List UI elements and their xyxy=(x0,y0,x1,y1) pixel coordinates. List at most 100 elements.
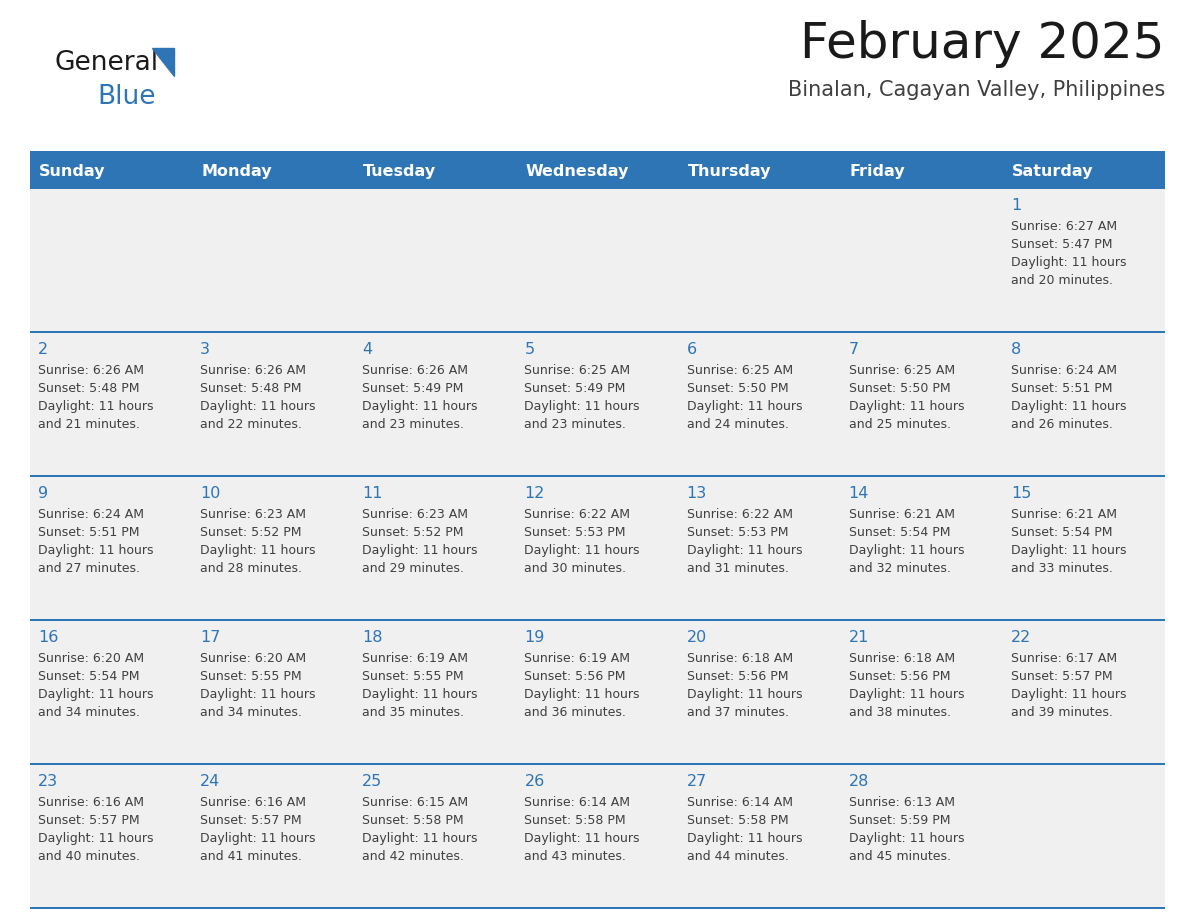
Text: Sunset: 5:53 PM: Sunset: 5:53 PM xyxy=(687,526,788,539)
Text: Daylight: 11 hours: Daylight: 11 hours xyxy=(362,400,478,413)
Bar xyxy=(678,620,841,764)
Text: General: General xyxy=(55,50,159,76)
Text: Sunset: 5:56 PM: Sunset: 5:56 PM xyxy=(687,670,788,683)
Text: and 41 minutes.: and 41 minutes. xyxy=(200,850,302,863)
Text: Sunset: 5:56 PM: Sunset: 5:56 PM xyxy=(524,670,626,683)
Text: 7: 7 xyxy=(848,342,859,357)
Text: Daylight: 11 hours: Daylight: 11 hours xyxy=(687,400,802,413)
Text: 1: 1 xyxy=(1011,198,1022,213)
Text: Daylight: 11 hours: Daylight: 11 hours xyxy=(1011,400,1126,413)
Text: 2: 2 xyxy=(38,342,49,357)
Text: Sunset: 5:57 PM: Sunset: 5:57 PM xyxy=(200,814,302,827)
Text: Daylight: 11 hours: Daylight: 11 hours xyxy=(200,832,316,845)
Bar xyxy=(1003,764,1165,908)
Text: Sunrise: 6:20 AM: Sunrise: 6:20 AM xyxy=(200,652,307,665)
Text: February 2025: February 2025 xyxy=(801,20,1165,68)
Text: 5: 5 xyxy=(524,342,535,357)
Text: Sunrise: 6:18 AM: Sunrise: 6:18 AM xyxy=(848,652,955,665)
Text: Sunrise: 6:14 AM: Sunrise: 6:14 AM xyxy=(524,796,631,809)
Bar xyxy=(841,155,1003,188)
Bar xyxy=(30,151,1165,155)
Text: and 32 minutes.: and 32 minutes. xyxy=(848,562,950,575)
Text: Sunset: 5:50 PM: Sunset: 5:50 PM xyxy=(848,382,950,395)
Text: Sunset: 5:48 PM: Sunset: 5:48 PM xyxy=(200,382,302,395)
Text: Sunset: 5:57 PM: Sunset: 5:57 PM xyxy=(1011,670,1112,683)
Text: Daylight: 11 hours: Daylight: 11 hours xyxy=(362,544,478,557)
Text: and 44 minutes.: and 44 minutes. xyxy=(687,850,789,863)
Text: Friday: Friday xyxy=(849,164,905,179)
Text: 22: 22 xyxy=(1011,630,1031,645)
Bar xyxy=(1003,332,1165,476)
Text: Daylight: 11 hours: Daylight: 11 hours xyxy=(848,832,965,845)
Text: and 27 minutes.: and 27 minutes. xyxy=(38,562,140,575)
Text: Sunset: 5:52 PM: Sunset: 5:52 PM xyxy=(200,526,302,539)
Text: Sunrise: 6:24 AM: Sunrise: 6:24 AM xyxy=(1011,364,1117,377)
Bar xyxy=(192,764,354,908)
Text: and 42 minutes.: and 42 minutes. xyxy=(362,850,465,863)
Bar xyxy=(1003,620,1165,764)
Text: Wednesday: Wednesday xyxy=(525,164,628,179)
Text: Sunset: 5:56 PM: Sunset: 5:56 PM xyxy=(848,670,950,683)
Text: Sunset: 5:48 PM: Sunset: 5:48 PM xyxy=(38,382,139,395)
Text: and 23 minutes.: and 23 minutes. xyxy=(362,418,465,431)
Text: Daylight: 11 hours: Daylight: 11 hours xyxy=(524,400,640,413)
Text: Daylight: 11 hours: Daylight: 11 hours xyxy=(687,832,802,845)
Text: 12: 12 xyxy=(524,486,545,501)
Text: Sunrise: 6:21 AM: Sunrise: 6:21 AM xyxy=(1011,508,1117,521)
Text: Sunrise: 6:25 AM: Sunrise: 6:25 AM xyxy=(524,364,631,377)
Text: Daylight: 11 hours: Daylight: 11 hours xyxy=(848,544,965,557)
Bar xyxy=(517,764,678,908)
Text: Daylight: 11 hours: Daylight: 11 hours xyxy=(848,688,965,701)
Text: 15: 15 xyxy=(1011,486,1031,501)
Bar xyxy=(517,155,678,188)
Text: and 35 minutes.: and 35 minutes. xyxy=(362,706,465,719)
Text: 18: 18 xyxy=(362,630,383,645)
Text: Sunset: 5:57 PM: Sunset: 5:57 PM xyxy=(38,814,140,827)
Text: and 34 minutes.: and 34 minutes. xyxy=(200,706,302,719)
Text: Sunset: 5:59 PM: Sunset: 5:59 PM xyxy=(848,814,950,827)
Bar xyxy=(841,476,1003,620)
Text: Blue: Blue xyxy=(97,84,156,110)
Bar xyxy=(192,476,354,620)
Text: Sunrise: 6:15 AM: Sunrise: 6:15 AM xyxy=(362,796,468,809)
Bar xyxy=(517,332,678,476)
Bar xyxy=(30,620,192,764)
Bar xyxy=(30,475,1165,477)
Text: and 24 minutes.: and 24 minutes. xyxy=(687,418,789,431)
Text: 19: 19 xyxy=(524,630,545,645)
Text: Daylight: 11 hours: Daylight: 11 hours xyxy=(524,544,640,557)
Text: Daylight: 11 hours: Daylight: 11 hours xyxy=(524,688,640,701)
Text: and 34 minutes.: and 34 minutes. xyxy=(38,706,140,719)
Bar xyxy=(192,155,354,188)
Text: Sunrise: 6:23 AM: Sunrise: 6:23 AM xyxy=(200,508,307,521)
Bar xyxy=(1003,188,1165,332)
Bar xyxy=(678,332,841,476)
Bar xyxy=(30,331,1165,333)
Text: 28: 28 xyxy=(848,774,870,789)
Text: Sunset: 5:50 PM: Sunset: 5:50 PM xyxy=(687,382,788,395)
Bar xyxy=(30,907,1165,909)
Bar xyxy=(1003,155,1165,188)
Text: Sunrise: 6:23 AM: Sunrise: 6:23 AM xyxy=(362,508,468,521)
Bar xyxy=(354,476,517,620)
Text: and 20 minutes.: and 20 minutes. xyxy=(1011,274,1113,287)
Text: Daylight: 11 hours: Daylight: 11 hours xyxy=(524,832,640,845)
Bar xyxy=(841,620,1003,764)
Text: and 29 minutes.: and 29 minutes. xyxy=(362,562,465,575)
Text: Sunset: 5:51 PM: Sunset: 5:51 PM xyxy=(1011,382,1112,395)
Text: 3: 3 xyxy=(200,342,210,357)
Text: 6: 6 xyxy=(687,342,696,357)
Text: Sunrise: 6:16 AM: Sunrise: 6:16 AM xyxy=(200,796,307,809)
Text: Sunrise: 6:25 AM: Sunrise: 6:25 AM xyxy=(848,364,955,377)
Text: Sunday: Sunday xyxy=(39,164,106,179)
Text: Sunset: 5:54 PM: Sunset: 5:54 PM xyxy=(38,670,139,683)
Text: Daylight: 11 hours: Daylight: 11 hours xyxy=(1011,688,1126,701)
Bar xyxy=(841,332,1003,476)
Text: and 22 minutes.: and 22 minutes. xyxy=(200,418,302,431)
Text: and 31 minutes.: and 31 minutes. xyxy=(687,562,789,575)
Text: and 37 minutes.: and 37 minutes. xyxy=(687,706,789,719)
Text: 21: 21 xyxy=(848,630,870,645)
Bar xyxy=(30,155,192,188)
Text: and 25 minutes.: and 25 minutes. xyxy=(848,418,950,431)
Text: Daylight: 11 hours: Daylight: 11 hours xyxy=(38,832,153,845)
